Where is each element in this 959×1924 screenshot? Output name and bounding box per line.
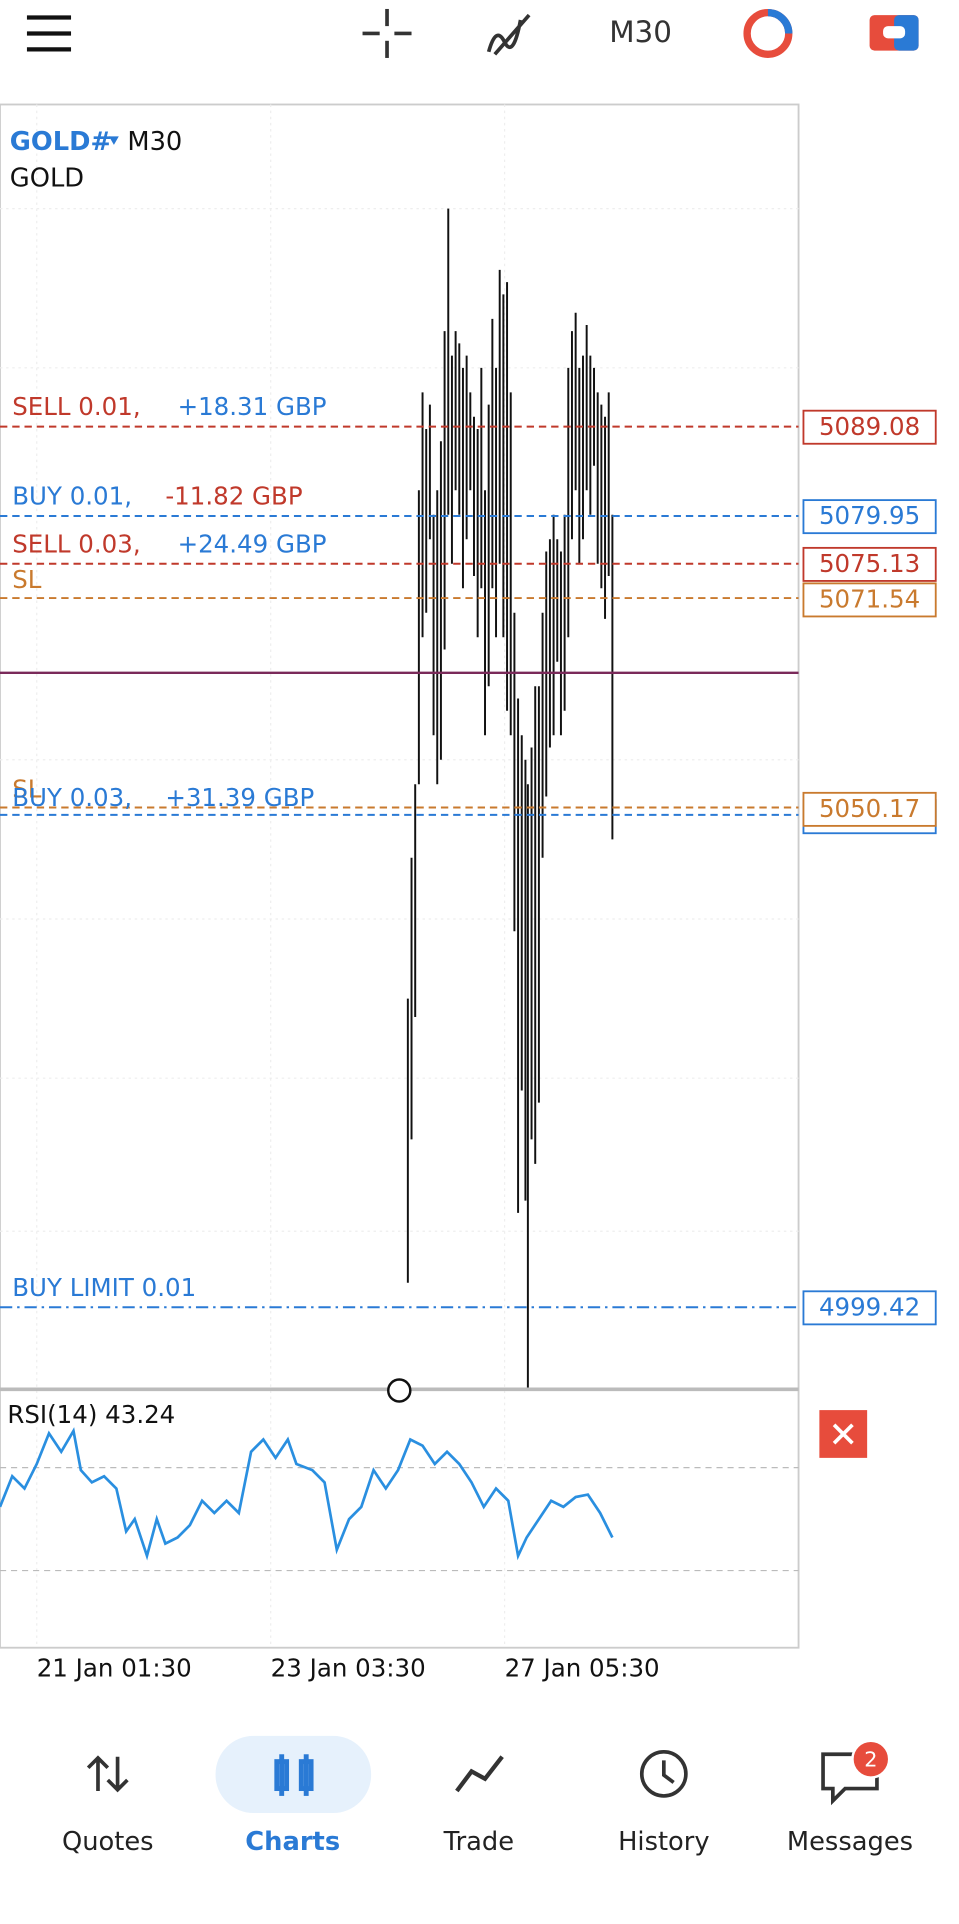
menu-button[interactable] (26, 15, 72, 52)
toolbar: M30 (26, 8, 919, 58)
messages-badge: 2 (864, 1747, 877, 1771)
trade-panel-button[interactable] (869, 15, 919, 51)
active-tab-highlight (215, 1735, 372, 1814)
price-tag: 4999.42 (819, 1292, 920, 1321)
one-click-button[interactable] (743, 8, 793, 58)
panel-resize-handle[interactable] (387, 1378, 412, 1403)
time-label: 21 Jan 01:30 (37, 1654, 192, 1683)
price-tag: 5050.17 (819, 794, 920, 823)
indicators-button[interactable] (486, 13, 531, 56)
order-profit: +18.31 GBP (178, 392, 327, 421)
sl-label[interactable]: SL (12, 565, 42, 594)
chart: GOLD# M30 GOLD SELL 0.01, +18.31 GBP BUY… (0, 103, 937, 1683)
time-label: 27 Jan 05:30 (505, 1654, 660, 1683)
order-label[interactable]: BUY 0.03, (12, 783, 132, 812)
price-tag: 5089.08 (819, 412, 920, 441)
bottom-nav: 2 Quotes Charts Trade History Messages (62, 1735, 913, 1857)
close-indicator-button[interactable] (819, 1410, 868, 1458)
order-lines (0, 425, 799, 1309)
price-tag: 5071.54 (819, 585, 920, 614)
order-profit: +31.39 GBP (165, 783, 314, 812)
symbol-description: GOLD (10, 164, 84, 194)
nav-quotes[interactable]: Quotes (62, 1827, 154, 1857)
nav-trade[interactable]: Trade (443, 1827, 514, 1857)
order-profit: +24.49 GBP (178, 529, 327, 558)
chart-timeframe: M30 (127, 127, 182, 157)
crosshair-button[interactable] (362, 8, 412, 58)
timeframe-button[interactable]: M30 (609, 15, 672, 49)
sl-label[interactable]: SL (12, 774, 42, 803)
symbol-dropdown[interactable] (109, 136, 119, 145)
symbol[interactable]: GOLD# (10, 127, 112, 157)
price-tag: 5075.13 (819, 549, 920, 578)
nav-messages[interactable]: Messages (787, 1827, 913, 1857)
price-tag: 5079.95 (819, 501, 920, 530)
nav-history[interactable]: History (618, 1827, 710, 1857)
nav-charts[interactable]: Charts (245, 1827, 340, 1857)
rsi-line (0, 1427, 614, 1561)
rsi-label: RSI(14) 43.24 (7, 1400, 175, 1429)
order-label[interactable]: BUY 0.01, (12, 482, 132, 511)
order-label[interactable]: SELL 0.01, (12, 392, 140, 421)
time-label: 23 Jan 03:30 (271, 1654, 426, 1683)
order-label[interactable]: BUY LIMIT 0.01 (12, 1273, 196, 1302)
order-profit: -11.82 GBP (165, 482, 302, 511)
order-label[interactable]: SELL 0.03, (12, 529, 140, 558)
